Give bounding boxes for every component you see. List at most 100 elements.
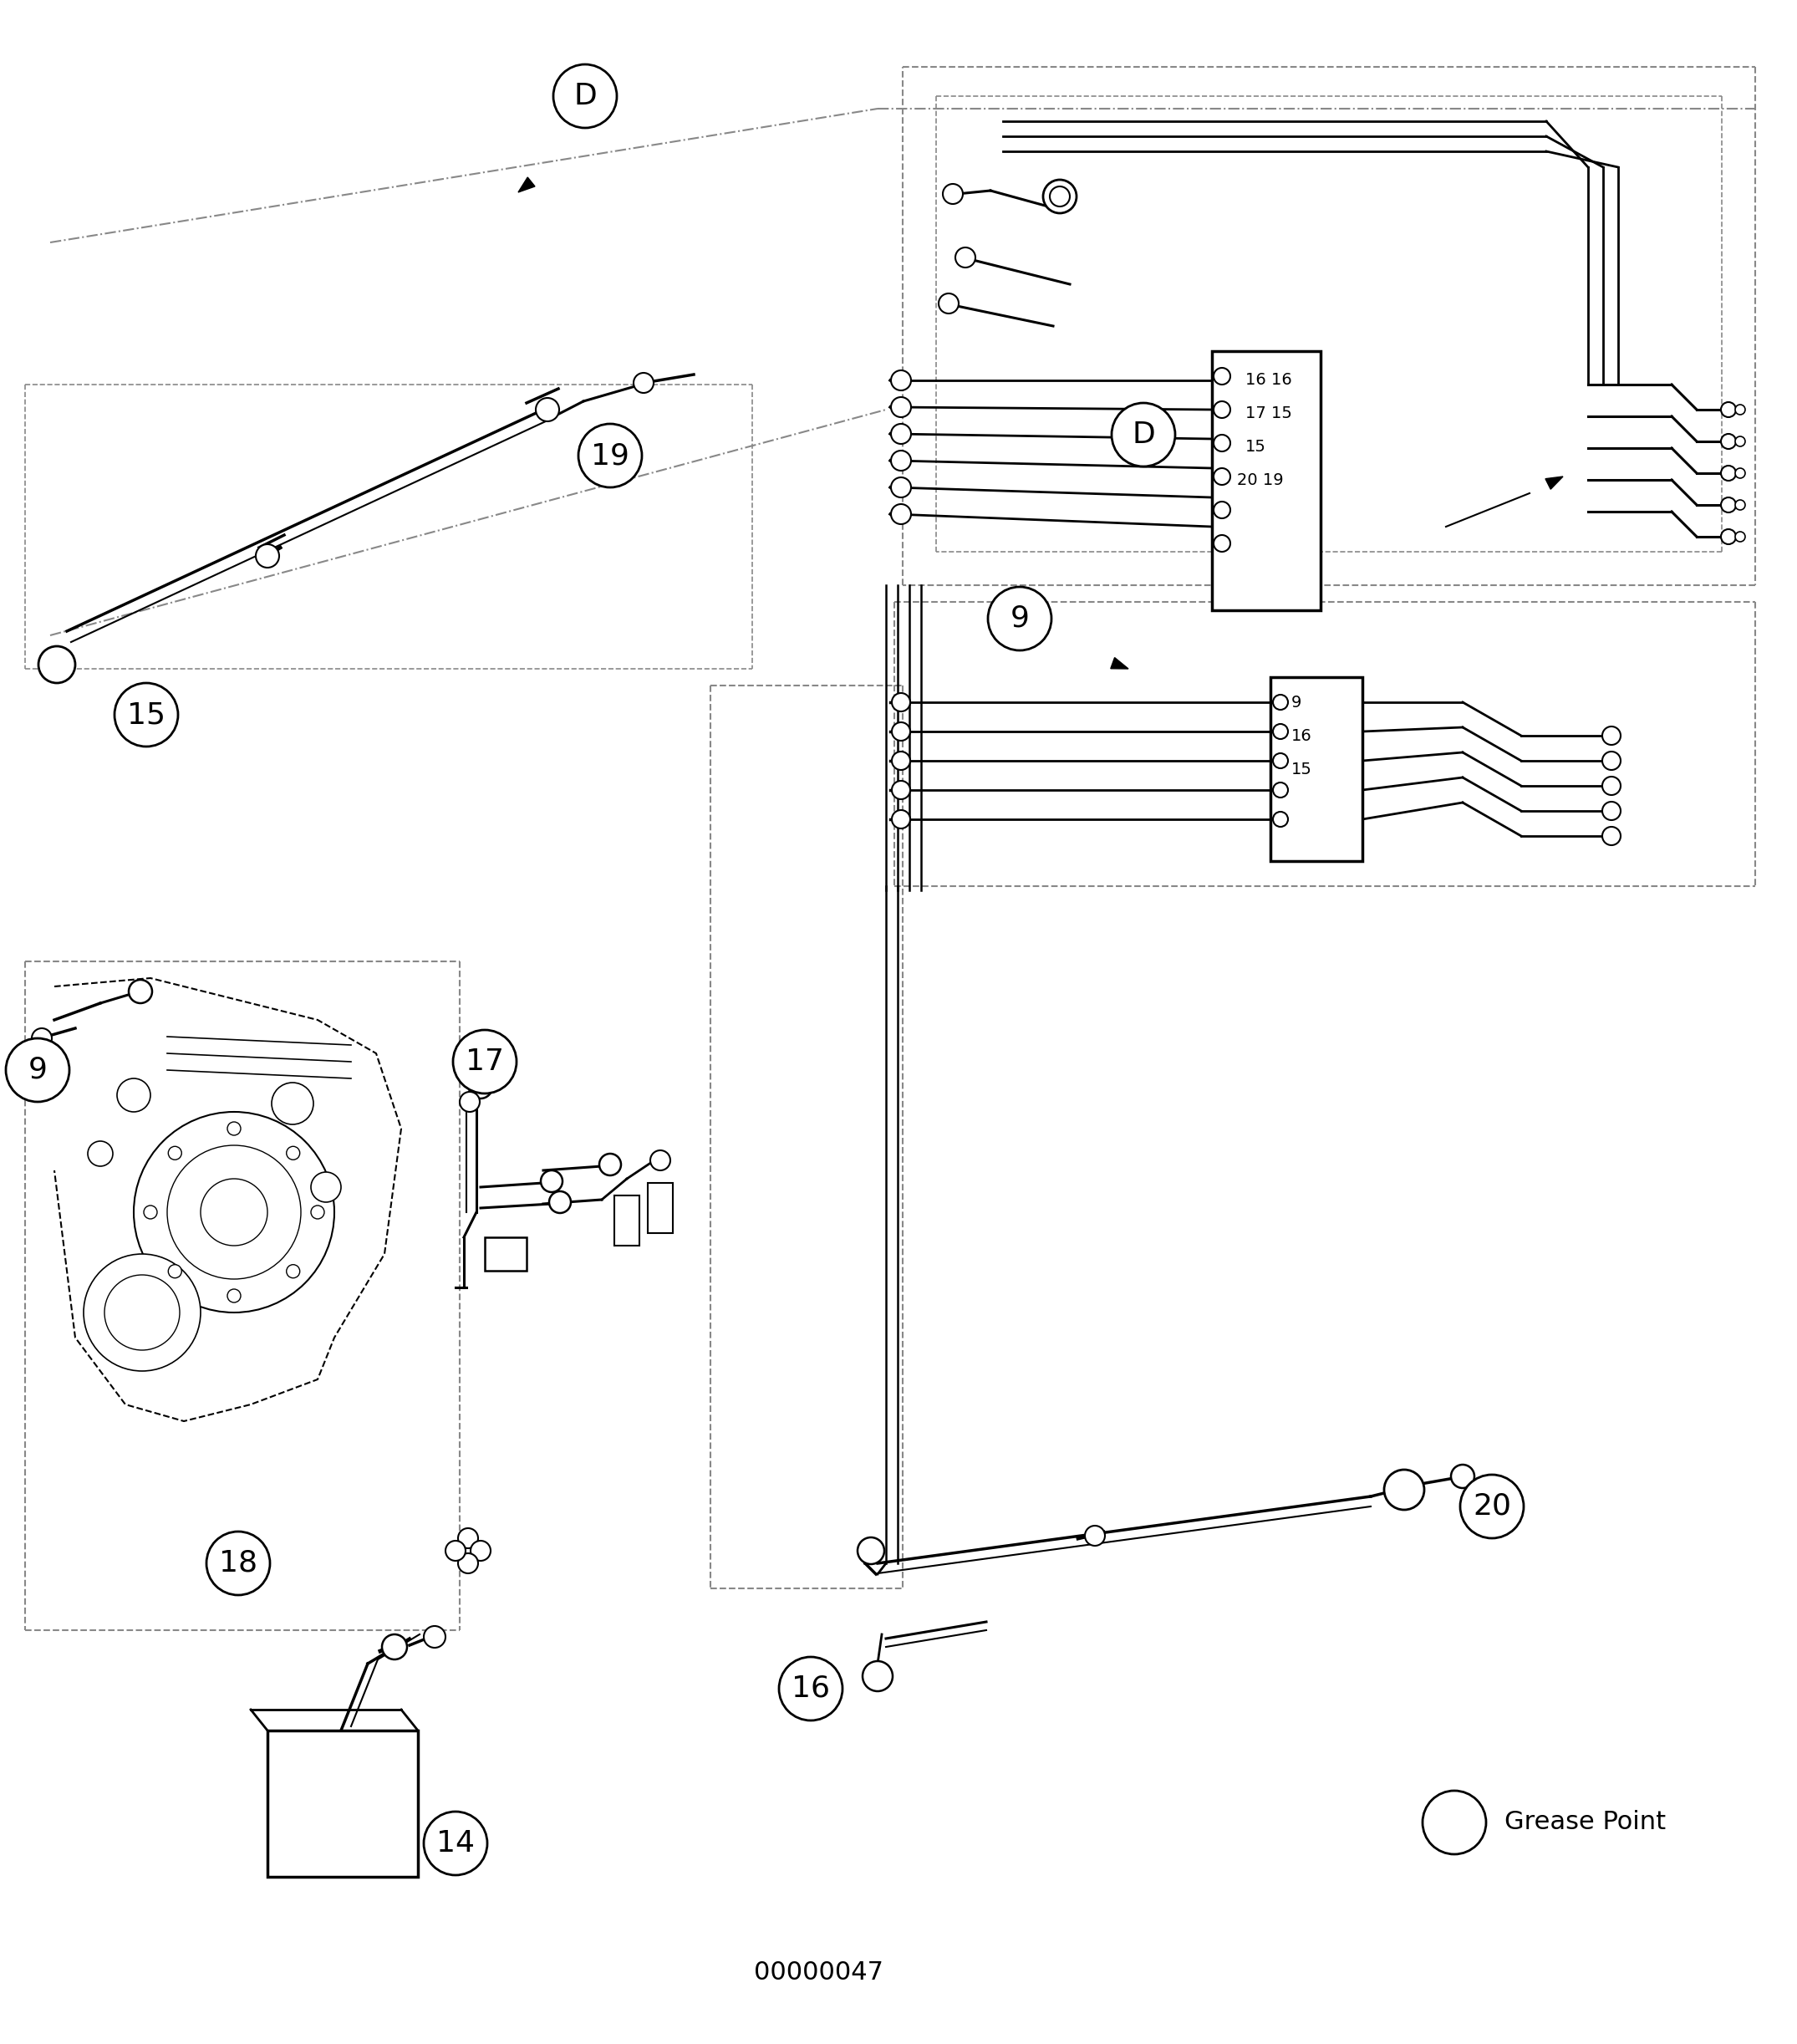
Circle shape bbox=[1461, 1474, 1524, 1539]
Circle shape bbox=[201, 1179, 268, 1245]
Text: 18: 18 bbox=[219, 1549, 257, 1578]
Circle shape bbox=[891, 423, 911, 444]
Circle shape bbox=[38, 646, 75, 683]
Circle shape bbox=[379, 1750, 395, 1766]
Circle shape bbox=[943, 184, 963, 204]
Circle shape bbox=[453, 1030, 516, 1094]
Circle shape bbox=[863, 1662, 893, 1690]
Circle shape bbox=[469, 1075, 492, 1098]
Text: 17: 17 bbox=[465, 1047, 503, 1075]
Circle shape bbox=[1603, 726, 1621, 744]
Circle shape bbox=[304, 1766, 379, 1842]
Circle shape bbox=[323, 1786, 358, 1821]
Circle shape bbox=[1736, 468, 1745, 478]
Circle shape bbox=[311, 1171, 341, 1202]
Circle shape bbox=[891, 505, 911, 523]
Circle shape bbox=[1272, 811, 1288, 826]
Circle shape bbox=[1213, 536, 1231, 552]
Text: 16: 16 bbox=[1292, 728, 1312, 744]
Circle shape bbox=[550, 1192, 571, 1212]
Circle shape bbox=[207, 1531, 270, 1594]
Circle shape bbox=[1603, 826, 1621, 844]
Circle shape bbox=[1603, 752, 1621, 771]
Circle shape bbox=[541, 1171, 562, 1192]
Circle shape bbox=[1722, 403, 1736, 417]
Circle shape bbox=[104, 1275, 180, 1351]
Circle shape bbox=[115, 683, 178, 746]
Circle shape bbox=[891, 397, 911, 417]
Text: 15: 15 bbox=[1245, 439, 1267, 456]
Circle shape bbox=[133, 1112, 334, 1312]
Circle shape bbox=[1722, 529, 1736, 544]
Text: 19: 19 bbox=[591, 442, 629, 470]
Text: 00000047: 00000047 bbox=[755, 1960, 884, 1985]
Circle shape bbox=[471, 1541, 491, 1562]
Text: 15: 15 bbox=[128, 701, 165, 730]
Circle shape bbox=[458, 1529, 478, 1547]
Circle shape bbox=[1213, 468, 1231, 484]
Circle shape bbox=[271, 1083, 313, 1124]
Text: 16: 16 bbox=[791, 1674, 830, 1703]
Circle shape bbox=[956, 247, 976, 268]
Circle shape bbox=[891, 450, 911, 470]
Circle shape bbox=[379, 1842, 395, 1858]
Text: 9: 9 bbox=[1010, 605, 1030, 634]
Circle shape bbox=[598, 1153, 622, 1175]
Bar bbox=[1270, 677, 1362, 861]
Circle shape bbox=[938, 294, 958, 313]
Circle shape bbox=[255, 544, 279, 568]
Circle shape bbox=[1423, 1791, 1486, 1854]
Circle shape bbox=[288, 1750, 395, 1858]
Circle shape bbox=[553, 63, 616, 129]
Bar bbox=[615, 1196, 640, 1245]
Circle shape bbox=[536, 399, 559, 421]
Text: 17 15: 17 15 bbox=[1245, 407, 1292, 421]
Circle shape bbox=[32, 1028, 52, 1049]
Circle shape bbox=[311, 1206, 323, 1218]
Text: 9: 9 bbox=[1292, 695, 1301, 709]
Circle shape bbox=[1384, 1470, 1425, 1511]
Circle shape bbox=[1272, 724, 1288, 740]
Circle shape bbox=[891, 752, 911, 771]
Circle shape bbox=[1213, 401, 1231, 417]
Polygon shape bbox=[518, 178, 536, 192]
Circle shape bbox=[1085, 1525, 1105, 1545]
Circle shape bbox=[891, 781, 911, 799]
Circle shape bbox=[286, 1750, 304, 1766]
Circle shape bbox=[424, 1627, 446, 1647]
Circle shape bbox=[424, 1811, 487, 1874]
Circle shape bbox=[1736, 531, 1745, 542]
Circle shape bbox=[1736, 435, 1745, 446]
Circle shape bbox=[228, 1122, 241, 1134]
Circle shape bbox=[1722, 497, 1736, 513]
Circle shape bbox=[1736, 501, 1745, 509]
Circle shape bbox=[5, 1038, 70, 1102]
Circle shape bbox=[1213, 368, 1231, 384]
Circle shape bbox=[1603, 801, 1621, 820]
Circle shape bbox=[1272, 754, 1288, 769]
Circle shape bbox=[1450, 1466, 1474, 1488]
Circle shape bbox=[84, 1253, 201, 1372]
Bar bbox=[647, 1183, 672, 1233]
Circle shape bbox=[169, 1265, 181, 1278]
Text: 20 19: 20 19 bbox=[1236, 472, 1283, 489]
Text: 15: 15 bbox=[1292, 760, 1312, 777]
Circle shape bbox=[988, 587, 1051, 650]
Circle shape bbox=[383, 1635, 408, 1660]
Circle shape bbox=[117, 1079, 151, 1112]
Bar bbox=[1211, 352, 1321, 611]
Circle shape bbox=[167, 1145, 300, 1280]
Circle shape bbox=[778, 1658, 843, 1721]
Circle shape bbox=[286, 1265, 300, 1278]
Circle shape bbox=[1213, 501, 1231, 519]
Text: D: D bbox=[1132, 421, 1155, 450]
Circle shape bbox=[891, 722, 911, 740]
Circle shape bbox=[1042, 180, 1076, 213]
Circle shape bbox=[129, 979, 153, 1004]
Circle shape bbox=[169, 1147, 181, 1159]
Circle shape bbox=[1722, 433, 1736, 450]
Circle shape bbox=[857, 1537, 884, 1564]
Circle shape bbox=[891, 478, 911, 497]
Text: 14: 14 bbox=[437, 1829, 474, 1858]
Circle shape bbox=[1272, 783, 1288, 797]
